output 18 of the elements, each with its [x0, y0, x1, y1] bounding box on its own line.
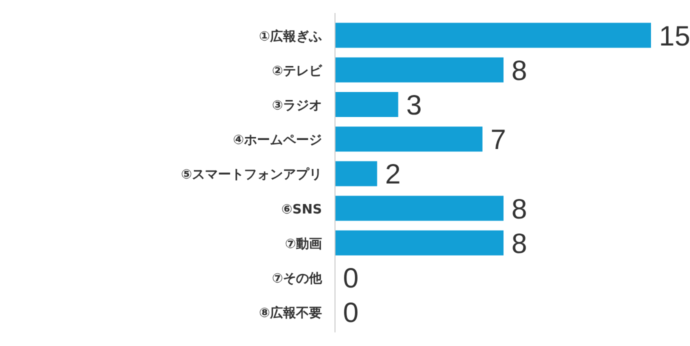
data-label: 15 — [659, 20, 690, 52]
data-label: 0 — [343, 262, 359, 294]
y-tick-label: ①広報ぎふ — [258, 28, 322, 44]
data-label: 8 — [512, 54, 528, 86]
y-tick-label: ⑦その他 — [272, 272, 323, 286]
y-tick-label: ⑦動画 — [284, 236, 322, 252]
y-tick-label: ③ラジオ — [272, 98, 322, 114]
data-label: 0 — [343, 297, 359, 328]
y-tick-label: ②テレビ — [272, 64, 323, 79]
y-tick-label: ④ホームページ — [232, 133, 322, 148]
y-tick-label: ⑧広報不要 — [258, 305, 322, 322]
data-label: 8 — [512, 193, 528, 224]
data-label: 3 — [406, 90, 422, 120]
data-label: 8 — [512, 228, 528, 259]
data-label: 2 — [385, 158, 401, 190]
y-tick-label: ⑥SNS — [281, 202, 322, 218]
y-tick-label: ⑤スマートフォンアプリ — [180, 166, 322, 183]
data-label: 7 — [490, 124, 506, 156]
